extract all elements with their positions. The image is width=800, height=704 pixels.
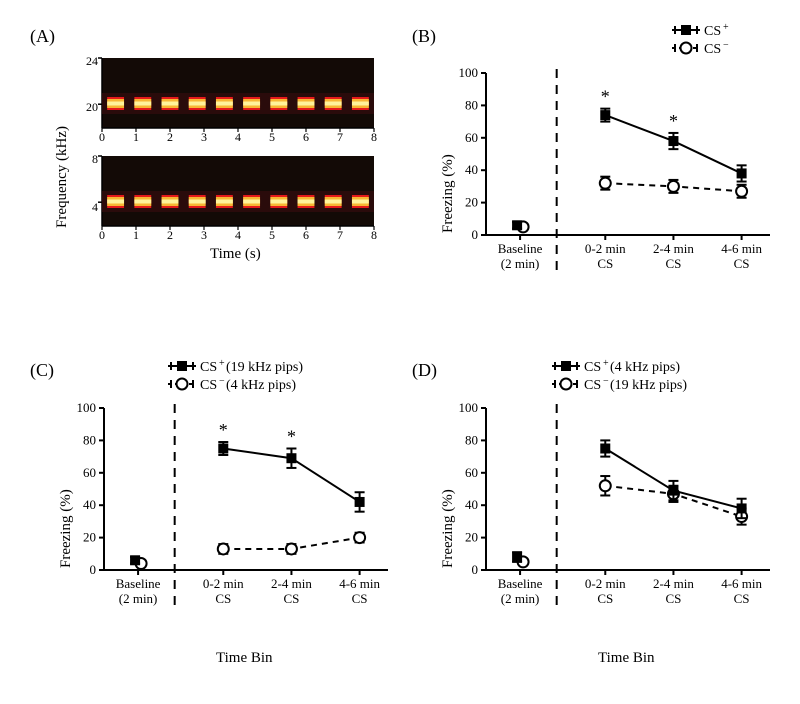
- svg-text:2-4 min: 2-4 min: [653, 241, 694, 256]
- svg-text:40: 40: [465, 162, 478, 177]
- legend-d-svg: CS + (4 kHz pips) CS − (19 kHz pips): [552, 358, 782, 396]
- svg-text:CS: CS: [584, 378, 601, 393]
- svg-text:60: 60: [465, 130, 478, 145]
- legend-b-svg: CS + CS −: [672, 22, 772, 60]
- svg-text:Baseline: Baseline: [498, 576, 543, 591]
- panel-c-label: (C): [30, 360, 54, 381]
- svg-text:0-2 min: 0-2 min: [203, 576, 244, 591]
- svg-text:*: *: [669, 111, 678, 131]
- svg-text:(19 kHz pips): (19 kHz pips): [226, 360, 303, 375]
- svg-text:0-2 min: 0-2 min: [585, 241, 626, 256]
- svg-text:CS: CS: [200, 360, 217, 375]
- panel-b: Freezing (%) 020406080100Baseline(2 min)…: [480, 65, 770, 275]
- svg-text:0: 0: [472, 227, 479, 242]
- svg-text:CS: CS: [283, 591, 299, 606]
- svg-text:2-4 min: 2-4 min: [271, 576, 312, 591]
- svg-text:80: 80: [83, 432, 96, 447]
- svg-text:−: −: [723, 40, 729, 51]
- svg-text:*: *: [219, 420, 228, 440]
- svg-text:−: −: [219, 376, 225, 387]
- svg-text:40: 40: [465, 497, 478, 512]
- svg-text:CS: CS: [734, 591, 750, 606]
- svg-text:CS: CS: [665, 256, 681, 271]
- svg-text:100: 100: [459, 65, 479, 80]
- svg-text:2-4 min: 2-4 min: [653, 576, 694, 591]
- xlabel-time: Time (s): [210, 246, 261, 263]
- svg-text:−: −: [603, 376, 609, 387]
- ylabel-c: Freezing (%): [58, 489, 75, 568]
- panel-a: Frequency (kHz) 24 20 8 4 Time (s) 01234…: [102, 58, 374, 248]
- svg-text:80: 80: [465, 432, 478, 447]
- panel-b-label: (B): [412, 26, 436, 47]
- tick-20: 20: [74, 100, 98, 115]
- svg-text:(4 kHz pips): (4 kHz pips): [226, 378, 296, 393]
- panel-d-label: (D): [412, 360, 437, 381]
- svg-text:Baseline: Baseline: [116, 576, 161, 591]
- svg-text:CS: CS: [665, 591, 681, 606]
- svg-text:*: *: [287, 427, 296, 447]
- panel-c: Freezing (%) 020406080100Baseline(2 min)…: [98, 400, 388, 610]
- svg-text:20: 20: [465, 195, 478, 210]
- svg-text:(2 min): (2 min): [501, 591, 540, 606]
- svg-text:4-6 min: 4-6 min: [721, 241, 762, 256]
- svg-text:+: +: [219, 358, 225, 369]
- svg-text:CS: CS: [704, 42, 721, 57]
- svg-text:60: 60: [465, 465, 478, 480]
- svg-text:Baseline: Baseline: [498, 241, 543, 256]
- svg-text:CS: CS: [704, 24, 721, 39]
- svg-text:CS: CS: [597, 591, 613, 606]
- svg-text:(2 min): (2 min): [119, 591, 158, 606]
- panel-d: Freezing (%) 020406080100Baseline(2 min)…: [480, 400, 770, 610]
- svg-text:0: 0: [472, 562, 479, 577]
- svg-text:100: 100: [459, 400, 479, 415]
- ylabel-freq: Frequency (kHz): [54, 126, 71, 228]
- legend-c-svg: CS + (19 kHz pips) CS − (4 kHz pips): [168, 358, 398, 396]
- svg-text:20: 20: [465, 530, 478, 545]
- svg-text:*: *: [601, 87, 610, 107]
- svg-text:40: 40: [83, 497, 96, 512]
- svg-text:+: +: [603, 358, 609, 369]
- svg-text:CS: CS: [215, 591, 231, 606]
- svg-text:CS: CS: [352, 591, 368, 606]
- svg-text:4-6 min: 4-6 min: [339, 576, 380, 591]
- svg-text:(4 kHz pips): (4 kHz pips): [610, 360, 680, 375]
- xlabel-c: Time Bin: [216, 650, 273, 667]
- svg-text:CS: CS: [584, 360, 601, 375]
- svg-text:0: 0: [90, 562, 97, 577]
- svg-text:CS: CS: [597, 256, 613, 271]
- svg-text:CS: CS: [200, 378, 217, 393]
- svg-text:(2 min): (2 min): [501, 256, 540, 271]
- svg-text:4-6 min: 4-6 min: [721, 576, 762, 591]
- chart-c: 020406080100Baseline(2 min)0-2 minCS2-4 …: [98, 400, 388, 610]
- chart-b: 020406080100Baseline(2 min)0-2 minCS2-4 …: [480, 65, 770, 275]
- chart-d: 020406080100Baseline(2 min)0-2 minCS2-4 …: [480, 400, 770, 610]
- panel-a-label: (A): [30, 26, 55, 47]
- xlabel-d: Time Bin: [598, 650, 655, 667]
- svg-text:100: 100: [77, 400, 97, 415]
- svg-text:+: +: [723, 22, 729, 33]
- figure-root: (A) Frequency (kHz) 24 20 8 4 Time (s) 0…: [0, 0, 800, 704]
- spectrogram-a: [102, 58, 374, 248]
- tick-8: 8: [74, 152, 98, 167]
- svg-text:CS: CS: [734, 256, 750, 271]
- svg-text:0-2 min: 0-2 min: [585, 576, 626, 591]
- ylabel-b: Freezing (%): [440, 154, 457, 233]
- svg-text:20: 20: [83, 530, 96, 545]
- svg-text:(19 kHz pips): (19 kHz pips): [610, 378, 687, 393]
- svg-text:80: 80: [465, 97, 478, 112]
- svg-text:60: 60: [83, 465, 96, 480]
- tick-4: 4: [74, 200, 98, 215]
- ylabel-d: Freezing (%): [440, 489, 457, 568]
- tick-24: 24: [74, 54, 98, 69]
